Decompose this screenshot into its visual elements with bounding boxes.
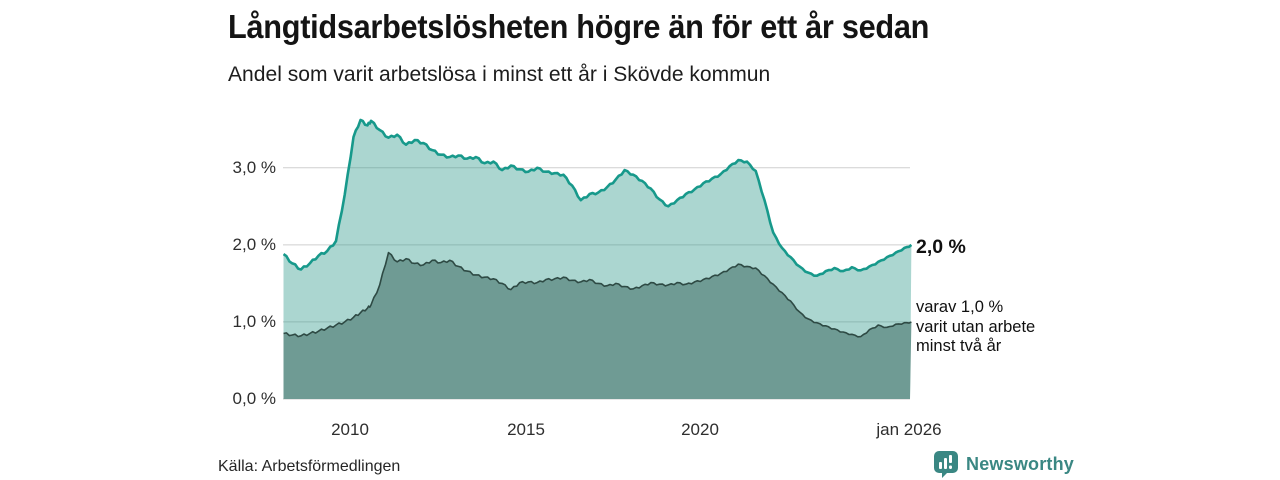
latest-value-label: 2,0 % [916, 236, 966, 258]
x-tick-2010: 2010 [331, 420, 369, 439]
y-tick-1pct: 1,0 % [232, 312, 276, 331]
area-unemployed-2yr [283, 252, 912, 399]
line-unemployed-1yr [282, 118, 913, 277]
plot-area [282, 110, 913, 401]
chart-subtitle: Andel som varit arbetslösa i minst ett å… [228, 62, 771, 86]
line-unemployed-2yr [283, 251, 912, 338]
newsworthy-wordmark: Newsworthy [966, 453, 1075, 474]
x-tick-jan-2026: jan 2026 [876, 420, 942, 439]
source-note: Källa: Arbetsförmedlingen [218, 458, 401, 475]
chart-title: Långtidsarbetslösheten högre än för ett … [228, 8, 930, 45]
y-tick-0pct: 0,0 % [232, 389, 276, 408]
secondary-series-label: varav 1,0 % varit utan arbete minst två … [916, 298, 1036, 355]
y-tick-2pct: 2,0 % [232, 235, 276, 254]
y-tick-3pct: 3,0 % [232, 158, 276, 177]
area-chart [282, 118, 913, 400]
bar-chart-badge-icon [934, 451, 958, 478]
x-tick-2020: 2020 [681, 420, 719, 439]
newsworthy-logo[interactable]: Newsworthy [933, 450, 1074, 478]
x-tick-2015: 2015 [507, 420, 545, 439]
